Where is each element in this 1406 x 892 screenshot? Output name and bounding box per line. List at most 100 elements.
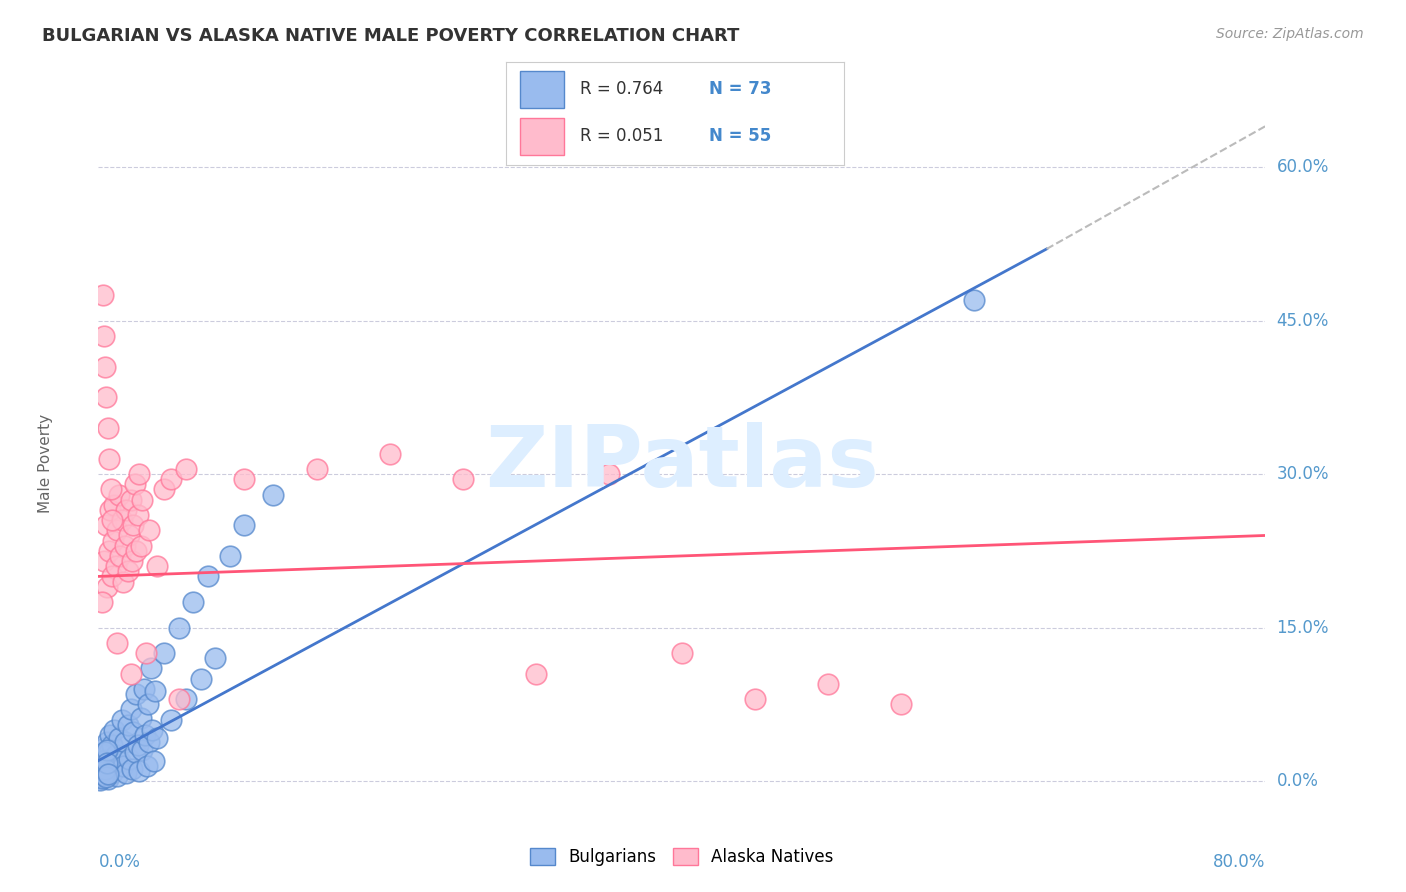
Point [93, 554, 115, 568]
Point [91, 765, 114, 780]
Point [121, 554, 143, 568]
Point [111, 713, 134, 727]
Point [120, 666, 142, 681]
Point [135, 646, 157, 660]
Point [108, 731, 131, 745]
Point [93, 745, 115, 759]
Point [89, 772, 111, 787]
Point [143, 684, 166, 698]
Point [94, 762, 117, 776]
Point [167, 692, 190, 706]
Point [96, 756, 118, 770]
Point [100, 751, 122, 765]
Point [96, 735, 118, 749]
Point [101, 756, 124, 770]
Point [451, 472, 474, 486]
Point [129, 710, 152, 724]
Point [962, 293, 984, 307]
Text: 30.0%: 30.0% [1277, 465, 1329, 483]
Point [127, 738, 149, 752]
Point [90, 762, 112, 776]
Point [141, 723, 163, 737]
Text: Source: ZipAtlas.com: Source: ZipAtlas.com [1216, 27, 1364, 41]
Text: 45.0%: 45.0% [1277, 311, 1329, 330]
Point [131, 492, 153, 507]
Point [124, 477, 146, 491]
Point [120, 492, 142, 507]
Point [91, 595, 114, 609]
Point [128, 764, 150, 778]
Point [233, 518, 256, 533]
Point [98, 764, 121, 778]
Text: 0.0%: 0.0% [1277, 772, 1319, 790]
Point [91, 754, 114, 768]
Point [91, 764, 114, 778]
Point [135, 758, 157, 772]
Point [94, 518, 117, 533]
Point [890, 698, 912, 712]
Point [103, 723, 125, 737]
Text: R = 0.764: R = 0.764 [581, 80, 664, 98]
Point [94, 359, 117, 374]
Point [114, 539, 136, 553]
Point [97, 772, 120, 786]
Point [105, 524, 128, 538]
Point [122, 725, 145, 739]
Point [197, 569, 219, 583]
Point [136, 698, 159, 712]
FancyBboxPatch shape [520, 70, 564, 108]
Point [204, 651, 226, 665]
Text: 60.0%: 60.0% [1277, 158, 1329, 176]
Point [233, 472, 256, 486]
Text: Male Poverty: Male Poverty [38, 414, 53, 514]
Point [153, 646, 176, 660]
Point [101, 513, 124, 527]
Point [94, 769, 117, 783]
Point [115, 765, 138, 780]
Point [110, 754, 132, 768]
Point [93, 768, 115, 782]
Point [96, 580, 118, 594]
Point [98, 503, 121, 517]
Point [105, 769, 128, 783]
Point [118, 751, 141, 765]
Point [110, 549, 132, 563]
Point [90, 771, 112, 785]
Point [94, 770, 117, 784]
Point [89, 769, 111, 783]
Point [112, 574, 135, 589]
Point [134, 728, 156, 742]
Legend: Bulgarians, Alaska Natives: Bulgarians, Alaska Natives [523, 841, 841, 873]
Point [90, 758, 112, 772]
Point [139, 661, 162, 675]
Point [817, 677, 839, 691]
Point [101, 533, 124, 548]
Text: 15.0%: 15.0% [1277, 618, 1329, 637]
Point [97, 745, 120, 759]
Point [97, 543, 120, 558]
Point [127, 508, 149, 522]
Point [671, 646, 693, 660]
Point [174, 462, 197, 476]
Point [117, 564, 139, 578]
Text: R = 0.051: R = 0.051 [581, 128, 664, 145]
Point [132, 681, 155, 696]
Point [108, 487, 131, 501]
Text: BULGARIAN VS ALASKA NATIVE MALE POVERTY CORRELATION CHART: BULGARIAN VS ALASKA NATIVE MALE POVERTY … [42, 27, 740, 45]
Point [131, 743, 153, 757]
Point [744, 692, 766, 706]
Point [96, 390, 118, 404]
Point [118, 528, 141, 542]
Point [112, 758, 135, 772]
Point [97, 767, 120, 781]
Point [91, 748, 114, 763]
Point [100, 765, 122, 780]
Point [97, 421, 120, 435]
Point [98, 728, 121, 742]
Point [138, 524, 160, 538]
Text: 0.0%: 0.0% [98, 854, 141, 871]
Point [104, 559, 127, 574]
Point [101, 738, 124, 752]
Point [90, 771, 112, 785]
Text: N = 73: N = 73 [709, 80, 770, 98]
